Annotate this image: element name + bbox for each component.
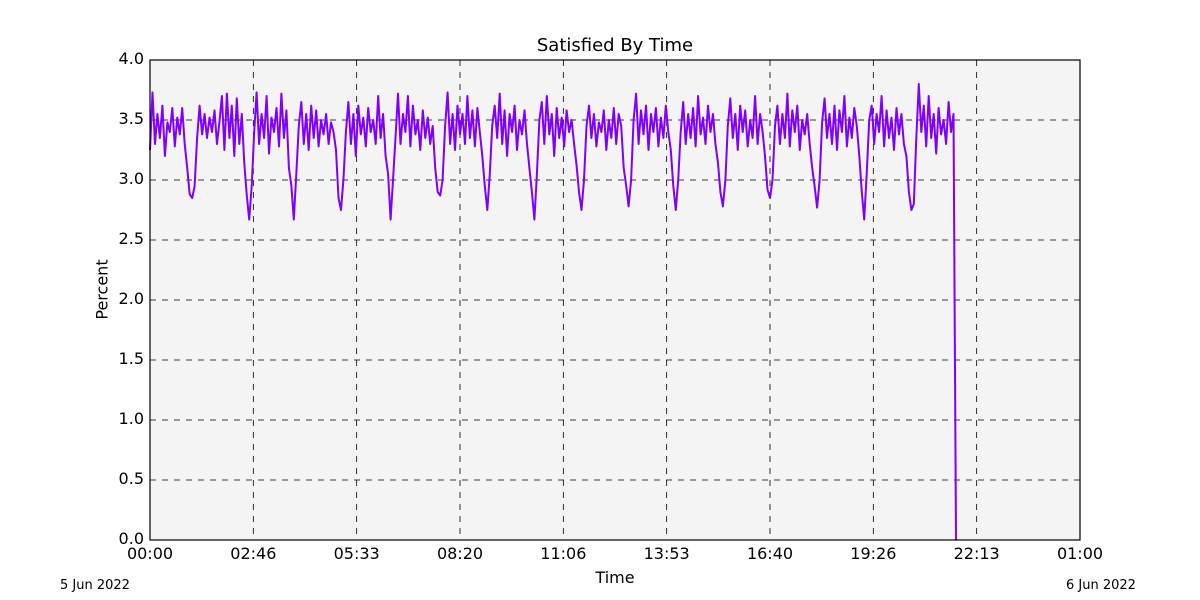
y-tick-label: 2.5 — [118, 229, 144, 248]
date-label-start: 5 Jun 2022 — [60, 578, 130, 593]
x-axis-label: Time — [595, 568, 635, 587]
grid-lines — [150, 60, 1080, 540]
x-tick-label: 08:20 — [436, 544, 484, 563]
x-tick-label: 01:00 — [1056, 544, 1104, 563]
x-tick-label: 19:26 — [850, 544, 897, 563]
date-label-end: 6 Jun 2022 — [1066, 578, 1136, 593]
y-tick-label: 0.0 — [118, 529, 144, 548]
x-tick-label: 13:53 — [643, 544, 690, 563]
y-tick-label: 1.0 — [118, 409, 144, 428]
y-axis-label: Percent — [92, 259, 112, 320]
x-tick-label: 00:00 — [126, 544, 174, 563]
y-tick-label: 3.5 — [118, 109, 144, 128]
x-tick-label: 11:06 — [540, 544, 587, 563]
x-tick-label: 22:13 — [953, 544, 1000, 563]
chart-title: Satisfied By Time — [536, 35, 694, 56]
y-tick-label: 1.5 — [118, 349, 144, 368]
y-tick-label: 3.0 — [118, 169, 144, 188]
y-tick-label: 0.5 — [118, 469, 144, 488]
x-tick-label: 02:46 — [230, 544, 277, 563]
x-tick-label: 16:40 — [746, 544, 794, 563]
plot-frame — [149, 59, 1081, 541]
y-tick-label: 2.0 — [118, 289, 144, 308]
x-tick-label: 05:33 — [333, 544, 380, 563]
y-tick-label: 4.0 — [118, 49, 144, 68]
series-line-satisfied — [149, 83, 957, 541]
